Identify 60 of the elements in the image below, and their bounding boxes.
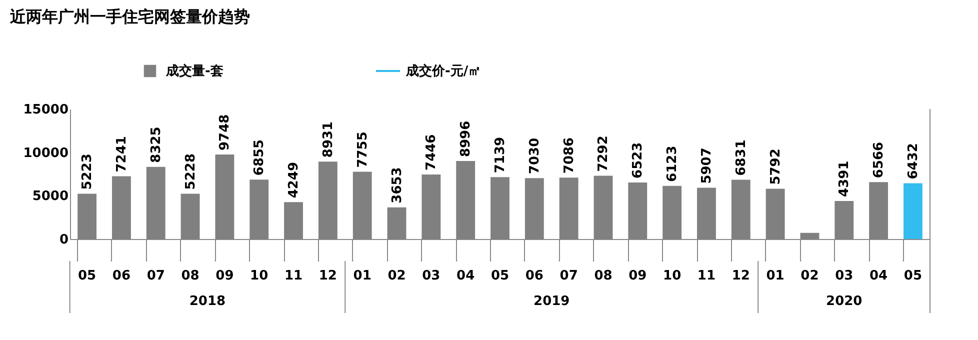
data-label: 3653 xyxy=(390,167,405,204)
data-label: 6432 xyxy=(906,143,921,180)
x-tick-label: 08 xyxy=(594,268,612,284)
data-label: 7292 xyxy=(596,136,612,172)
data-label: 6831 xyxy=(734,140,749,176)
data-label: 5792 xyxy=(768,148,784,185)
x-tick-label: 12 xyxy=(732,268,750,284)
y-tick-label: 15000 xyxy=(23,102,68,118)
x-tick-label: 03 xyxy=(835,268,854,284)
legend-label: 成交价-元/㎡ xyxy=(405,63,482,79)
x-tick-label: 01 xyxy=(766,268,784,284)
y-tick-label: 0 xyxy=(59,232,68,248)
x-tick-label: 06 xyxy=(525,268,544,284)
data-label: 4249 xyxy=(286,162,302,198)
x-tick-label: 04 xyxy=(456,268,475,284)
text: 2019 xyxy=(534,294,570,309)
data-label: 7139 xyxy=(493,136,508,174)
x-tick-label: 01 xyxy=(353,268,372,284)
x-tick-label: 10 xyxy=(663,268,682,284)
data-label: 5228 xyxy=(183,154,198,190)
data-label: 6566 xyxy=(872,142,887,178)
data-label: 7086 xyxy=(562,137,577,174)
x-tick-label: 09 xyxy=(216,268,234,284)
y-tick-label: 5000 xyxy=(32,189,68,204)
y-tick-label: 10000 xyxy=(23,146,68,161)
data-label: 7241 xyxy=(114,136,130,172)
text: 2018 xyxy=(189,294,226,309)
data-label: 8996 xyxy=(458,120,474,158)
x-tick-label: 07 xyxy=(560,268,578,284)
data-label: 5223 xyxy=(80,154,96,190)
data-label: 7030 xyxy=(527,138,542,174)
x-tick-label: 07 xyxy=(146,268,165,284)
data-label: 7755 xyxy=(355,132,370,168)
x-tick-label: 05 xyxy=(904,268,922,284)
x-tick-label: 03 xyxy=(422,268,440,284)
data-label: 6523 xyxy=(630,142,646,178)
x-tick-label: 05 xyxy=(78,268,96,284)
x-tick-label: 04 xyxy=(870,268,888,284)
x-tick-label: 02 xyxy=(388,268,406,284)
x-tick-label: 06 xyxy=(112,268,130,284)
chart-title: 近两年广州一手住宅网签量价趋势 xyxy=(9,6,250,26)
data-label: 4391 xyxy=(837,160,852,197)
x-tick-label: 10 xyxy=(250,268,268,284)
x-tick-label: 11 xyxy=(697,268,716,284)
bar xyxy=(904,183,922,239)
x-tick-label: 12 xyxy=(318,268,337,284)
x-tick-label: 08 xyxy=(181,268,200,284)
x-tick-label: 05 xyxy=(490,268,510,284)
data-label: 8325 xyxy=(148,126,164,163)
text: 2020 xyxy=(826,294,862,309)
x-tick-label: 09 xyxy=(628,268,647,284)
x-tick-label: 02 xyxy=(800,268,819,284)
data-label: 5907 xyxy=(699,148,714,184)
data-label: 8931 xyxy=(320,121,336,158)
data-label: 9748 xyxy=(218,114,233,151)
data-label: 6123 xyxy=(665,146,680,182)
data-label: 7446 xyxy=(424,134,440,170)
legend-label: 成交量-套 xyxy=(165,63,224,79)
x-tick-label: 11 xyxy=(284,268,303,284)
data-label: 6855 xyxy=(252,139,268,176)
